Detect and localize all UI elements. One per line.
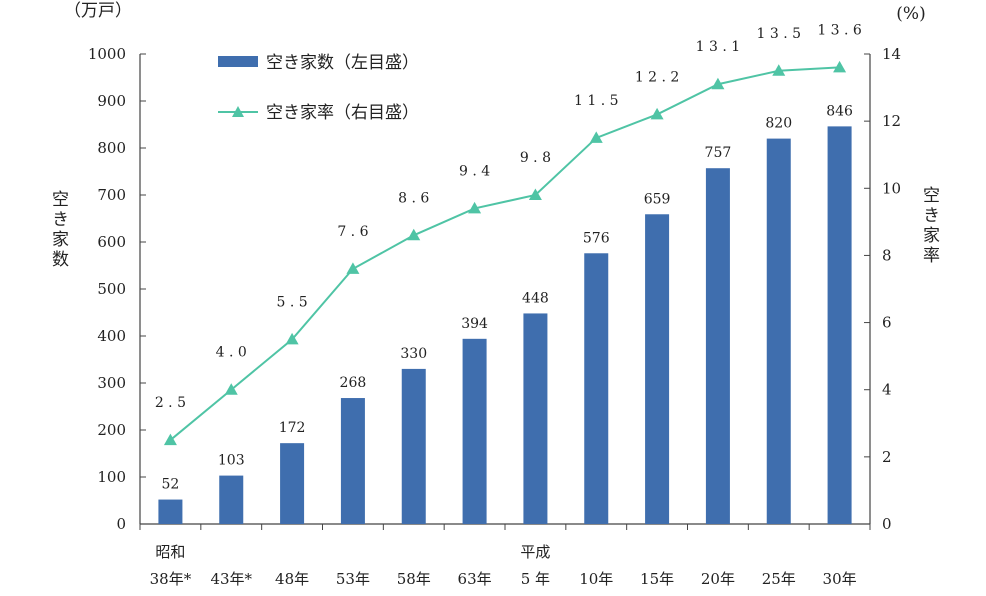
line-marker [346,262,360,274]
right-tick-label: 12 [882,112,901,130]
left-tick-label: 300 [97,374,126,392]
bar-value-label: 846 [826,103,853,119]
x-tick-label: 10年 [579,570,613,588]
legend: 空き家数（左目盛） 空き家率（右目盛） [218,53,419,123]
line-marker [407,228,421,241]
bar-value-label: 103 [218,453,245,469]
left-tick-label: 900 [97,92,126,110]
x-tick-label: 63年 [458,570,492,588]
bar [584,253,609,524]
bar [219,475,244,524]
left-axis-unit: （万戸） [64,1,132,21]
x-tick-label: 53年 [336,570,370,588]
right-tick-label: 4 [882,381,892,399]
left-tick-label: 700 [97,186,126,204]
bar [462,338,487,524]
bar [523,313,548,524]
line-value-label: 8 . 6 [398,190,429,206]
right-tick-label: 6 [882,314,892,332]
line-marker [163,433,177,446]
line-value-label: 5 . 5 [276,294,307,310]
line-marker [650,107,664,120]
bar-value-label: 576 [583,230,610,246]
x-tick-label: 5 年 [521,570,550,588]
line-value-label: 9 . 8 [520,150,551,166]
line-marker [528,188,542,200]
x-tick-label: 15年 [640,570,674,588]
bar [827,126,852,524]
bar-value-label: 172 [279,420,306,436]
line-marker [589,131,603,143]
right-tick-label: 8 [882,246,892,264]
bar [280,443,305,524]
bar [645,214,670,524]
line-marker [772,64,786,76]
line-value-label: 9 . 4 [459,163,490,179]
line-marker [285,332,299,345]
x-tick-label: 25年 [762,570,796,588]
x-tick-label: 43年* [210,570,252,588]
line-value-label: 1 1 . 5 [574,93,619,109]
right-axis-label: 空き家率 [919,186,940,266]
bar-value-label: 394 [461,316,488,332]
bar [705,168,730,524]
line-marker [224,383,238,395]
line-value-label: 2 . 5 [155,395,186,411]
bar-value-label: 448 [522,290,549,306]
line-value-label: 7 . 6 [337,224,368,240]
left-tick-label: 200 [97,421,126,439]
legend-line-label: 空き家率（右目盛） [266,103,419,123]
line-value-label: 1 3 . 1 [696,39,741,55]
bar [158,499,183,524]
bar-value-label: 659 [644,191,671,207]
right-tick-label: 2 [882,448,892,466]
legend-triangle-marker [232,106,244,117]
line-marker [711,77,725,90]
era-label: 平成 [520,543,550,561]
line-value-label: 1 2 . 2 [635,69,680,85]
left-tick-label: 400 [97,327,126,345]
right-axis-unit: (%) [896,4,925,24]
line-series [163,60,847,446]
bar-value-label: 52 [162,477,180,493]
right-axis-ticks: 0 2 4 6 8 10 12 14 [864,45,901,533]
x-axis-ticks: 38年* 43年* 48年 53年 58年 63年 5 年 10年 15年 20年 25年 30年 昭和… [139,524,871,588]
legend-bar-swatch [218,56,258,67]
right-tick-label: 10 [882,179,901,197]
bar [766,138,791,524]
era-label: 昭和 [155,543,185,561]
left-tick-label: 800 [97,139,126,157]
line-value-label: 1 3 . 6 [817,22,862,38]
right-tick-label: 14 [882,45,901,63]
line-marker [833,60,847,73]
bar-value-label: 820 [765,116,792,132]
left-tick-label: 600 [97,233,126,251]
left-tick-label: 100 [97,468,126,486]
left-axis-label: 空き家数 [48,190,69,270]
x-tick-label: 20年 [701,570,735,588]
x-tick-label: 58年 [397,570,431,588]
x-tick-label: 48年 [275,570,309,588]
bar-value-label: 757 [705,145,732,161]
bar-value-label: 268 [340,375,367,391]
legend-bar-label: 空き家数（左目盛） [266,53,419,73]
line-value-label: 4 . 0 [216,345,247,361]
right-tick-label: 0 [882,515,892,533]
bar-series [158,126,852,524]
data-labels: 52 103 172 268 330 394 448 576 659 757 820 846 2 . 5… [155,22,862,492]
left-tick-label: 0 [116,515,126,533]
line-value-label: 1 3 . 5 [756,26,801,42]
left-axis-ticks: 0 100 200 300 400 500 600 700 800 900 1000 [88,45,146,533]
left-tick-label: 500 [97,280,126,298]
bar [401,368,426,524]
bar [340,398,365,524]
bar-value-label: 330 [400,346,427,362]
x-tick-label: 30年 [823,570,857,588]
left-tick-label: 1000 [88,45,126,63]
line-path [169,66,840,441]
x-tick-label: 38年* [150,570,192,588]
line-marker [468,201,482,214]
